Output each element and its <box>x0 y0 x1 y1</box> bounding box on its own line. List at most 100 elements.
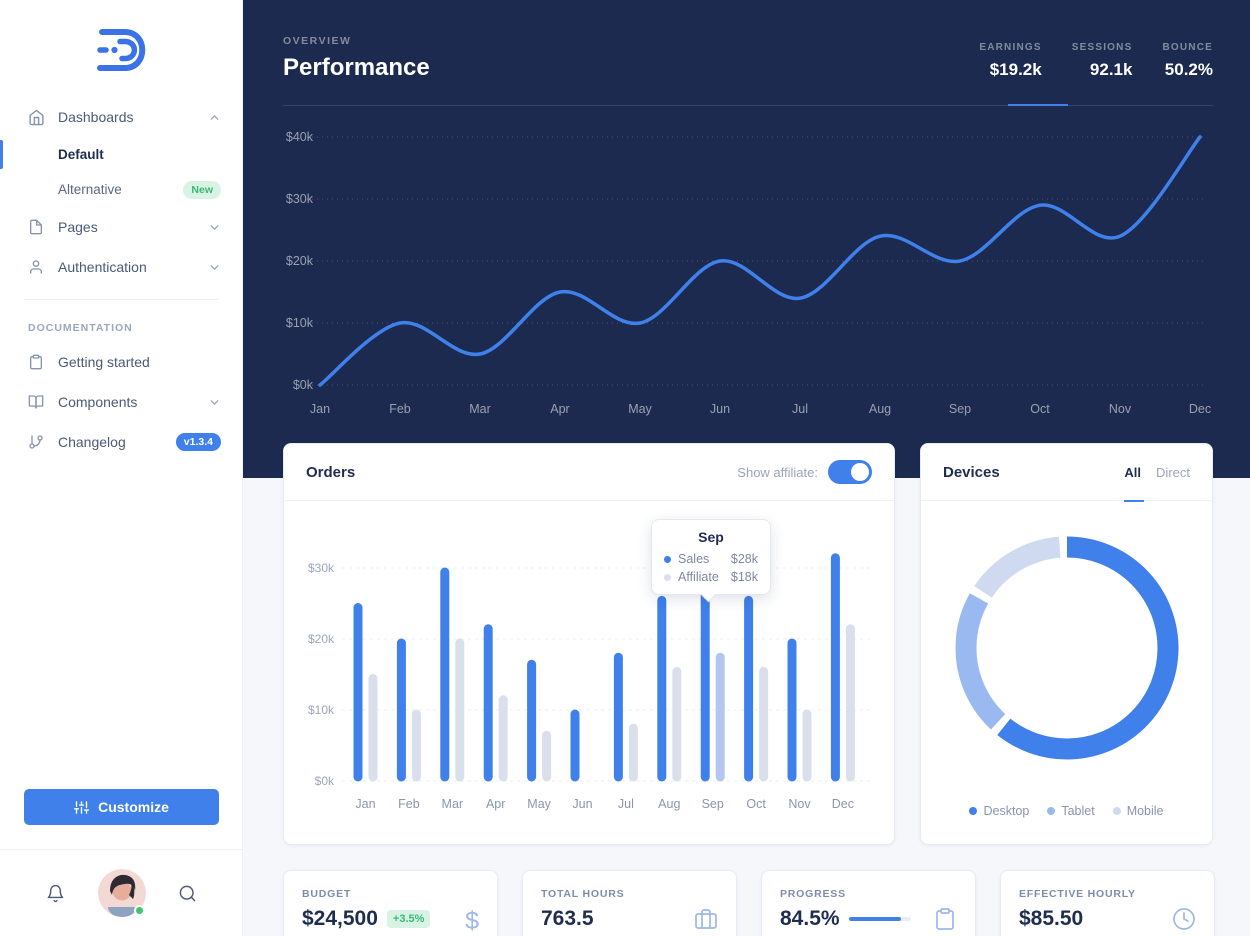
customize-button[interactable]: Customize <box>24 789 219 825</box>
stat-label: SESSIONS <box>1071 42 1133 53</box>
user-icon <box>28 259 45 275</box>
svg-text:Oct: Oct <box>746 797 766 811</box>
stat-value: 92.1k <box>1089 60 1133 79</box>
brand-logo[interactable] <box>0 26 243 74</box>
sidebar-item-changelog[interactable]: Changelog v1.3.4 <box>0 422 243 462</box>
devices-donut-chart[interactable] <box>947 528 1187 768</box>
sidebar-item-label: Pages <box>58 219 98 235</box>
sidebar-item-dashboards[interactable]: Dashboards <box>0 97 243 137</box>
dollar-icon: $ <box>465 907 479 935</box>
legend-item-desktop[interactable]: Desktop <box>969 804 1029 818</box>
kpi-value: 84.5% <box>780 907 840 930</box>
affiliate-toggle-label: Show affiliate: <box>737 464 818 480</box>
earnings-active-underline <box>1008 104 1068 106</box>
orders-bar-chart[interactable]: $0k $10k $20k $30k Jan Feb Mar Apr May Jun Jul Aug S… <box>284 501 896 846</box>
sidebar-item-label: Changelog <box>58 434 126 450</box>
toggle-knob <box>851 463 869 481</box>
performance-line-chart[interactable]: $0k $10k $20k $30k $40k Jan Feb Mar Apr May Jun Jul… <box>243 110 1250 420</box>
tab-all[interactable]: All <box>1124 464 1142 480</box>
svg-text:Jun: Jun <box>710 402 730 416</box>
tooltip-row-sales: Sales $28k <box>664 552 758 566</box>
bell-icon[interactable] <box>46 884 65 903</box>
sidebar-item-default[interactable]: Default <box>0 137 243 172</box>
svg-text:Dec: Dec <box>1189 402 1211 416</box>
sliders-icon <box>74 800 90 815</box>
kpi-label: PROGRESS <box>780 888 846 900</box>
devices-card-header: Devices All Direct <box>921 444 1212 501</box>
chevron-down-icon <box>208 221 221 234</box>
sidebar-subitem-label: Alternative <box>58 182 122 197</box>
tab-active-underline <box>1124 500 1144 502</box>
svg-text:May: May <box>527 797 551 811</box>
sidebar-nav: Dashboards Default Alternative New Pages <box>0 97 243 462</box>
svg-text:Sep: Sep <box>949 402 971 416</box>
chevron-up-icon <box>208 111 221 124</box>
hero-panel <box>243 0 1250 478</box>
avatar[interactable] <box>97 869 146 917</box>
sidebar-item-alternative[interactable]: Alternative New <box>0 172 243 207</box>
svg-text:Jul: Jul <box>792 402 808 416</box>
svg-text:Dec: Dec <box>832 797 854 811</box>
tooltip-series-name: Sales <box>678 552 710 566</box>
stat-value: 50.2% <box>1164 60 1213 79</box>
sales-dot-icon <box>664 555 671 563</box>
tooltip-series-name: Affiliate <box>678 570 719 584</box>
svg-text:Aug: Aug <box>869 402 891 416</box>
page-title: Performance <box>283 54 430 81</box>
tooltip-row-affiliate: Affiliate $18k <box>664 570 758 584</box>
home-icon <box>28 109 45 126</box>
sidebar-footer <box>0 849 243 936</box>
hero-divider <box>283 105 1213 106</box>
stat-earnings[interactable]: EARNINGS $19.2k <box>979 42 1041 80</box>
sidebar-item-components[interactable]: Components <box>0 382 243 422</box>
svg-text:$10k: $10k <box>308 703 335 717</box>
kpi-value: $24,500 <box>302 907 378 930</box>
legend-label: Tablet <box>1061 804 1095 818</box>
sidebar-section-label: DOCUMENTATION <box>28 322 133 334</box>
mobile-dot-icon <box>1112 807 1121 815</box>
stat-sessions[interactable]: SESSIONS 92.1k <box>1072 42 1133 80</box>
svg-text:Oct: Oct <box>1030 402 1050 416</box>
svg-text:Aug: Aug <box>658 797 680 811</box>
legend-item-mobile[interactable]: Mobile <box>1112 804 1164 818</box>
search-icon[interactable] <box>178 884 197 903</box>
stat-bounce[interactable]: BOUNCE 50.2% <box>1162 42 1213 80</box>
orders-title: Orders <box>306 463 356 481</box>
devices-card: Devices All Direct Desktop Tablet Mobile <box>920 443 1213 845</box>
kpi-label: EFFECTIVE HOURLY <box>1019 888 1136 900</box>
progress-card: PROGRESS 84.5% <box>761 870 976 936</box>
sidebar-divider <box>24 299 219 300</box>
legend-label: Desktop <box>983 804 1030 818</box>
tab-direct[interactable]: Direct <box>1156 464 1190 480</box>
svg-text:$10k: $10k <box>286 316 314 330</box>
affiliate-toggle-group: Show affiliate: <box>737 460 872 484</box>
devices-tabs: All Direct <box>1124 465 1190 480</box>
legend-label: Mobile <box>1126 804 1164 818</box>
orders-card-header: Orders Show affiliate: <box>284 444 894 501</box>
chart-tooltip: Sep Sales $28k Affiliate $18k <box>651 519 771 595</box>
devices-title: Devices <box>943 463 1000 481</box>
svg-text:Feb: Feb <box>389 402 411 416</box>
kpi-value: $85.50 <box>1019 907 1084 930</box>
affiliate-dot-icon <box>664 573 671 581</box>
clock-icon <box>1172 907 1196 936</box>
briefcase-icon <box>694 907 718 936</box>
book-icon <box>28 394 45 410</box>
sidebar-item-getting-started[interactable]: Getting started <box>0 342 243 382</box>
total-hours-card: TOTAL HOURS 763.5 <box>522 870 737 936</box>
effective-hourly-card: EFFECTIVE HOURLY $85.50 <box>1000 870 1215 936</box>
legend-item-tablet[interactable]: Tablet <box>1047 804 1095 818</box>
svg-text:Mar: Mar <box>442 797 464 811</box>
svg-text:$30k: $30k <box>308 561 335 575</box>
avatar-image <box>97 869 146 917</box>
affiliate-toggle[interactable] <box>828 460 872 484</box>
svg-text:Sep: Sep <box>702 797 724 811</box>
sidebar-item-authentication[interactable]: Authentication <box>0 247 243 287</box>
sidebar-item-pages[interactable]: Pages <box>0 207 243 247</box>
kpi-value: 763.5 <box>541 907 594 930</box>
svg-text:Nov: Nov <box>788 797 811 811</box>
kpi-label: BUDGET <box>302 888 352 900</box>
online-status-dot <box>133 905 145 916</box>
svg-text:$30k: $30k <box>286 192 314 206</box>
chevron-down-icon <box>208 396 221 409</box>
